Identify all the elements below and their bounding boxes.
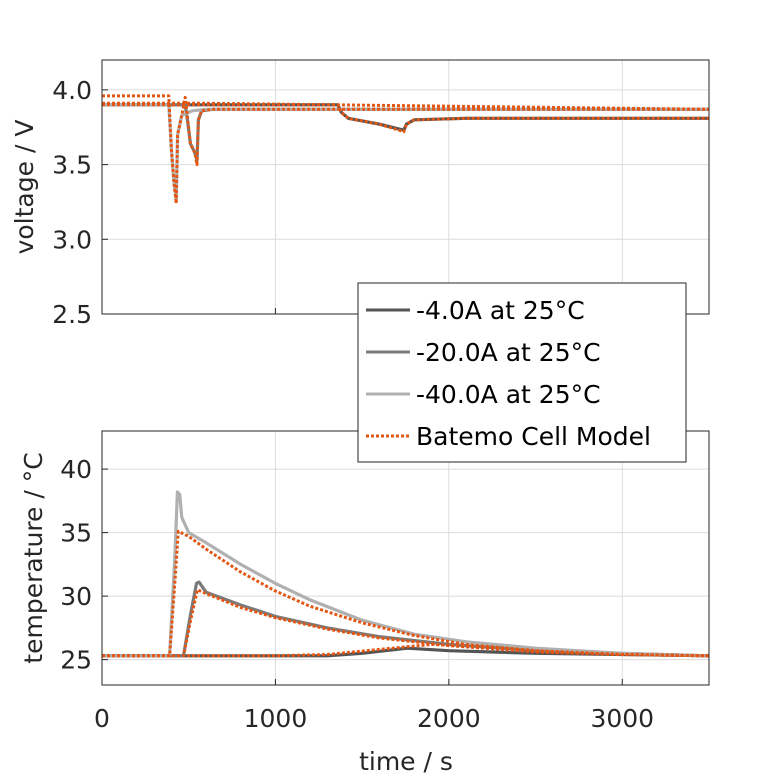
voltage-grid [101,60,709,315]
y-tick-label: 4.0 [52,76,92,105]
x-tick-label: 0 [94,704,110,733]
series-line-batemo-cell-model [102,588,710,658]
y-tick-label: 3.0 [52,225,92,254]
voltage-axes: 2.5 3.0 3.5 4.0 voltage / V [10,59,710,329]
x-tick-label: 2000 [417,704,481,733]
legend-label-4a: -4.0A at 25°C [416,296,585,325]
y-tick-label: 30 [60,582,92,611]
legend-label-batemo: Batemo Cell Model [416,422,651,451]
voltage-ticks: 2.5 3.0 3.5 4.0 [52,76,623,329]
series-line--40-0a-at-25-c [102,490,710,658]
y-tick-label: 2.5 [52,300,92,329]
temperature-series [102,490,710,658]
series-line-batemo-cell-model [102,94,709,205]
legend-box [357,282,687,463]
x-tick-label: 3000 [590,704,654,733]
series-line-batemo-cell-model [102,642,710,658]
temperature-axes: 0 1000 2000 3000 25 30 35 40 temperature / °C t… [19,430,710,776]
temperature-grid [101,431,709,685]
voltage-series [102,94,710,205]
voltage-y-label: voltage / V [10,120,39,255]
series-line-batemo-cell-model [102,103,709,134]
legend-label-20a: -20.0A at 25°C [416,338,601,367]
y-tick-label: 25 [60,646,92,675]
y-tick-label: 3.5 [52,151,92,180]
y-tick-label: 40 [60,455,92,484]
legend: -4.0A at 25°C -20.0A at 25°C -40.0A at 2… [357,282,687,463]
temperature-plot-area [102,431,709,685]
temperature-y-label: temperature / °C [19,452,48,663]
y-tick-label: 35 [60,519,92,548]
x-tick-label: 1000 [244,704,308,733]
legend-label-40a: -40.0A at 25°C [416,380,601,409]
temperature-ticks: 0 1000 2000 3000 25 30 35 40 [60,455,654,733]
time-x-label: time / s [359,747,453,776]
voltage-plot-area [102,60,709,314]
